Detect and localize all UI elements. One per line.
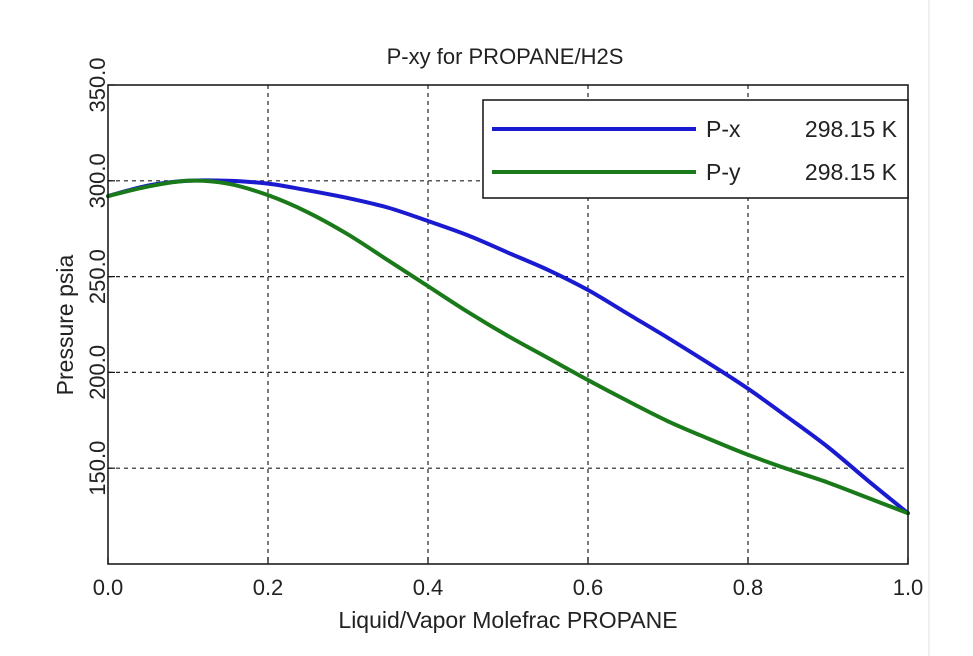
series-line-p-y (106, 178, 910, 516)
y-tick-label: 350.0 (85, 57, 110, 112)
x-tick-label: 0.8 (733, 575, 764, 600)
series-line-p-x (106, 178, 910, 516)
y-tick-label: 300.0 (85, 153, 110, 208)
y-tick-label: 150.0 (85, 441, 110, 496)
y-tick-label: 200.0 (85, 345, 110, 400)
legend-box (482, 99, 909, 199)
legend-temperature-p-y: 298.15 K (805, 159, 898, 185)
legend-label-p-y: P-y (706, 159, 741, 185)
x-tick-label: 0.4 (413, 575, 444, 600)
x-tick-label: 0.2 (253, 575, 284, 600)
x-tick-label: 0.6 (573, 575, 604, 600)
axis-ticks: 0.0 0.2 0.4 0.6 0.8 1.0 150.0 200.0 250.0 300.0 35… (85, 57, 923, 600)
y-tick-label: 250.0 (85, 249, 110, 304)
chart-title: P-xy for PROPANE/H2S (387, 44, 624, 69)
legend: P-x 298.15 K P-y 298.15 K (482, 99, 909, 199)
x-tick-label: 0.0 (93, 575, 124, 600)
y-axis-label: Pressure psia (52, 254, 78, 395)
legend-temperature-p-x: 298.15 K (805, 116, 898, 142)
plot-frame (107, 84, 909, 565)
legend-label-p-x: P-x (706, 116, 741, 142)
x-axis-label: Liquid/Vapor Molefrac PROPANE (338, 607, 677, 633)
x-tick-label: 1.0 (893, 575, 924, 600)
window-edge-divider (928, 0, 930, 656)
data-series (106, 178, 910, 516)
